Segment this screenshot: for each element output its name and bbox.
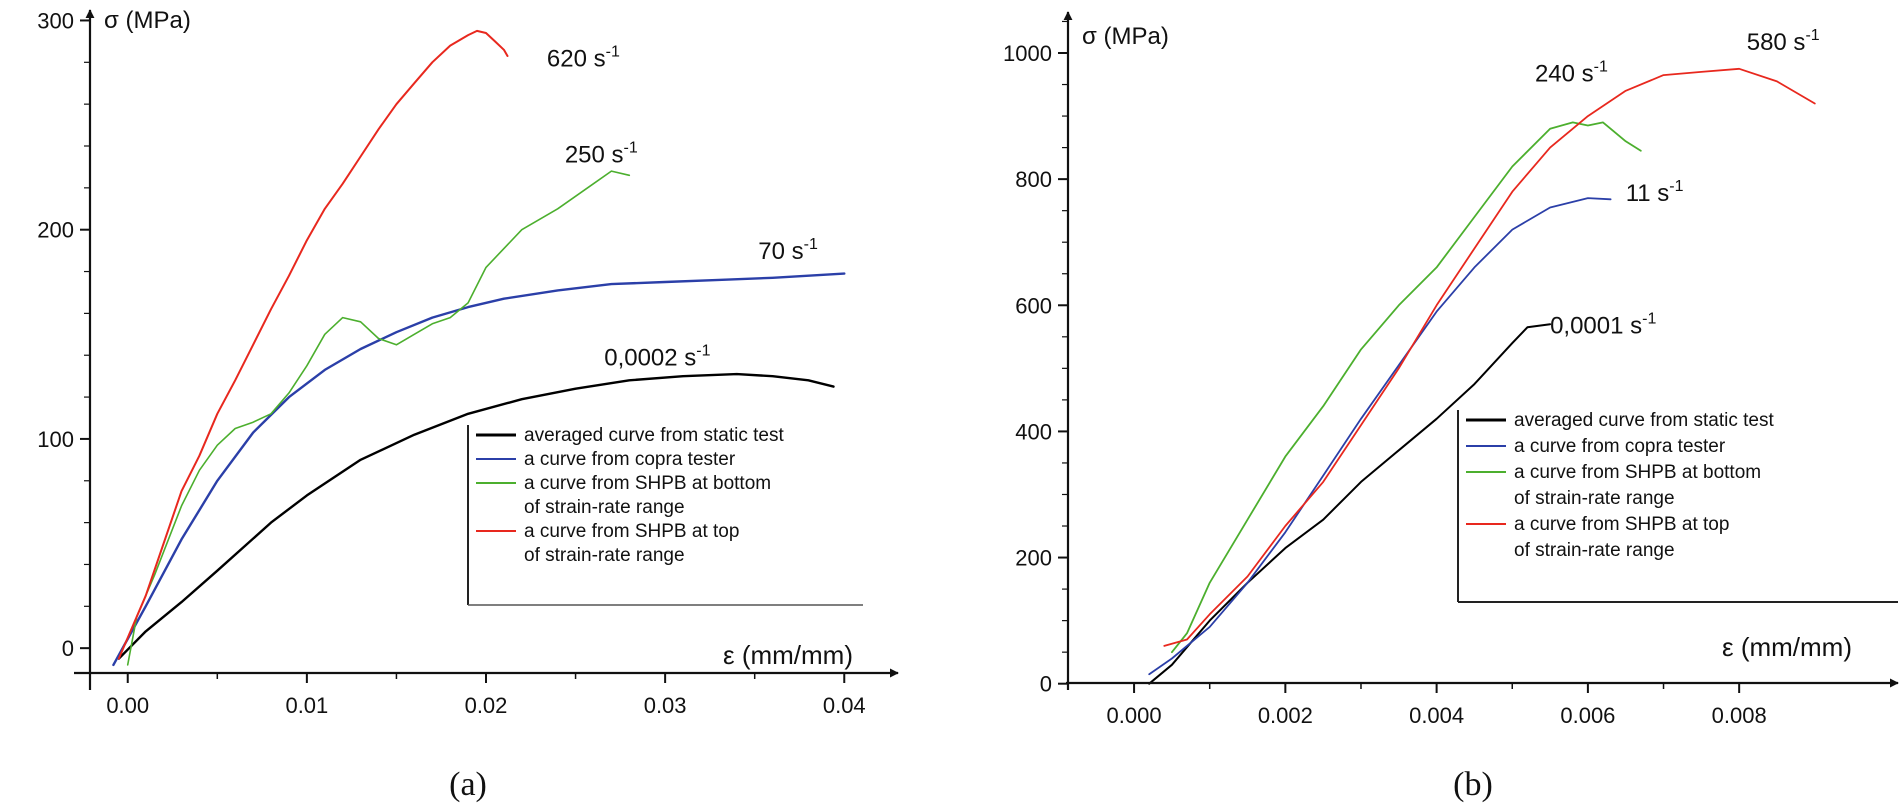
- strain-rate-annotation: 11 s-1: [1626, 178, 1684, 207]
- y-tick-label: 200: [1015, 546, 1052, 571]
- legend-label: a curve from SHPB at bottom: [524, 473, 771, 494]
- strain-rate-annotation: 70 s-1: [758, 236, 818, 265]
- strain-rate-annotation: 620 s-1: [547, 43, 620, 72]
- legend-label-continued: of strain-rate range: [524, 497, 685, 518]
- y-tick-label: 200: [37, 218, 74, 243]
- x-tick-label: 0.01: [285, 693, 328, 718]
- x-tick-label: 0.02: [465, 693, 508, 718]
- x-tick-label: 0.004: [1409, 703, 1464, 728]
- y-tick-label: 600: [1015, 293, 1052, 318]
- x-tick-label: 0.03: [644, 693, 687, 718]
- x-tick-label: 0.04: [823, 693, 866, 718]
- series-line-a-curve-from-shpb-at-top-of-strain-rate-range: [117, 29, 509, 660]
- panel-label-b: (b): [1453, 766, 1493, 803]
- panel-label-a: (a): [449, 766, 487, 803]
- series-layer-a: [112, 29, 846, 667]
- strain-rate-annotation: 240 s-1: [1535, 58, 1608, 87]
- x-tick-label: 0.00: [106, 693, 149, 718]
- y-tick-label: 400: [1015, 419, 1052, 444]
- legend-label: a curve from SHPB at top: [1514, 514, 1729, 535]
- series-line-a-curve-from-shpb-at-top-of-strain-rate-range: [1163, 67, 1816, 647]
- strain-rate-annotation: 580 s-1: [1747, 27, 1820, 56]
- y-tick-label: 1000: [1003, 41, 1052, 66]
- y-tick-label: 100: [37, 427, 74, 452]
- legend-label-continued: of strain-rate range: [1514, 540, 1675, 561]
- legend-label-continued: of strain-rate range: [1514, 488, 1675, 509]
- series-line-a-curve-from-shpb-at-bottom-of-strain-rate-range: [1171, 121, 1642, 654]
- legend-entries-a: averaged curve from static test a curve f…: [476, 425, 784, 566]
- series-line-averaged-curve-from-static-test: [1148, 323, 1552, 685]
- legend-label: averaged curve from static test: [524, 425, 784, 446]
- ticks-b: 0.000 0.002 0.004 0.006 0.008 0 200 400 600 800 10…: [1003, 20, 1767, 728]
- legend-a: averaged curve from static test a curve f…: [467, 425, 863, 606]
- x-tick-label: 0.006: [1560, 703, 1615, 728]
- series-line-a-curve-from-shpb-at-bottom-of-strain-rate-range: [126, 170, 631, 666]
- legend-label: a curve from SHPB at top: [524, 521, 739, 542]
- chart-panel-a: 0.00 0.01 0.02 0.03 0.04 0 100 200 300 σ (MPa) ε…: [37, 7, 899, 803]
- series-line-a-curve-from-copra-tester: [112, 272, 846, 667]
- y-axis-label-a: σ (MPa): [104, 7, 191, 34]
- x-tick-label: 0.000: [1107, 703, 1162, 728]
- x-axis-label-a: ε (mm/mm): [723, 640, 853, 670]
- annotations-b: 580 s-1 240 s-1 11 s-1 0,0001 s-1: [1535, 27, 1820, 340]
- ticks-a: 0.00 0.01 0.02 0.03 0.04 0 100 200 300: [37, 8, 865, 718]
- series-line-a-curve-from-copra-tester: [1148, 197, 1612, 676]
- y-tick-label: 0: [62, 636, 74, 661]
- y-tick-label: 800: [1015, 167, 1052, 192]
- legend-label-continued: of strain-rate range: [524, 545, 685, 566]
- legend-label: a curve from copra tester: [1514, 436, 1726, 457]
- series-layer-b: [1148, 67, 1816, 685]
- legend-label: a curve from copra tester: [524, 449, 736, 470]
- y-tick-label: 0: [1040, 672, 1052, 697]
- strain-rate-annotation: 0,0001 s-1: [1550, 311, 1656, 340]
- axes-a: 0.00 0.01 0.02 0.03 0.04 0 100 200 300: [37, 8, 899, 718]
- strain-rate-annotation: 250 s-1: [565, 140, 638, 169]
- y-axis-label-b: σ (MPa): [1082, 23, 1169, 50]
- y-tick-label: 300: [37, 8, 74, 33]
- annotations-a: 620 s-1 250 s-1 70 s-1 0,0002 s-1: [547, 43, 818, 371]
- legend-label: a curve from SHPB at bottom: [1514, 462, 1761, 483]
- legend-label: averaged curve from static test: [1514, 410, 1774, 431]
- legend-entries-b: averaged curve from static test a curve f…: [1466, 410, 1774, 561]
- x-tick-label: 0.002: [1258, 703, 1313, 728]
- chart-panel-b: 0.000 0.002 0.004 0.006 0.008 0 200 400 600 800 10…: [1003, 11, 1899, 803]
- x-axis-label-b: ε (mm/mm): [1722, 632, 1852, 662]
- strain-rate-annotation: 0,0002 s-1: [604, 343, 710, 372]
- series-line-averaged-curve-from-static-test: [117, 372, 835, 660]
- axes-b: 0.000 0.002 0.004 0.006 0.008 0 200 400 600 800 10…: [1003, 11, 1899, 728]
- x-tick-label: 0.008: [1712, 703, 1767, 728]
- legend-b: averaged curve from static test a curve f…: [1457, 410, 1898, 603]
